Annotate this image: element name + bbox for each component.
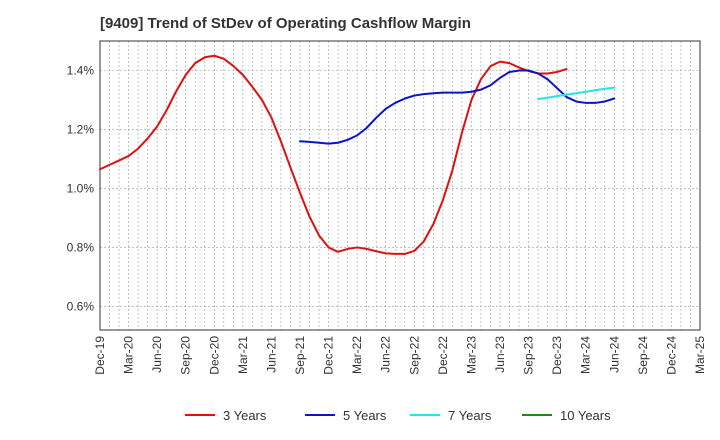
x-tick-label: Mar-21 [236,336,250,374]
legend-label: 7 Years [448,408,492,423]
x-tick-label: Mar-25 [693,336,707,374]
x-tick-label: Jun-22 [379,336,393,373]
x-tick-label: Sep-23 [522,336,536,375]
x-tick-label: Dec-19 [93,336,107,375]
legend-label: 10 Years [560,408,611,423]
legend-label: 3 Years [223,408,267,423]
grid-layer [99,41,701,330]
plot-frame [99,40,701,331]
x-tick-label: Jun-21 [264,336,278,373]
x-tick-label: Sep-22 [407,336,421,375]
series-line [299,69,616,145]
y-tick-label: 1.4% [67,63,95,77]
y-tick-label: 1.0% [67,181,95,195]
y-tick-label: 1.2% [67,122,95,136]
x-tick-label: Sep-24 [636,336,650,375]
x-tick-label: Sep-20 [179,336,193,375]
chart-title: [9409] Trend of StDev of Operating Cashf… [100,15,471,32]
x-tick-label: Dec-23 [550,336,564,375]
x-tick-label: Jun-24 [607,336,621,373]
x-tick-label: Mar-22 [350,336,364,374]
x-tick-label: Sep-21 [293,336,307,375]
x-tick-label: Mar-23 [464,336,478,374]
x-tick-label: Dec-24 [664,336,678,375]
series-line [99,54,568,255]
x-tick-label: Dec-20 [207,336,221,375]
x-tick-label: Mar-20 [122,336,136,374]
x-tick-label: Mar-24 [579,336,593,374]
series-layer [99,54,616,255]
legend-label: 5 Years [343,408,387,423]
series-line [537,86,616,101]
x-tick-label: Jun-20 [150,336,164,373]
y-tick-label: 0.8% [67,240,95,254]
axis-layer: 0.6% 0.8% 1.0% 1.2% 1.4% Dec-19 Mar-20 Jun-20 Se… [67,40,707,375]
y-tick-label: 0.6% [67,299,95,313]
x-tick-label: Jun-23 [493,336,507,373]
x-tick-label: Dec-22 [436,336,450,375]
x-tick-label: Dec-21 [322,336,336,375]
legend: 3 Years 5 Years 7 Years 10 Years [185,408,611,423]
